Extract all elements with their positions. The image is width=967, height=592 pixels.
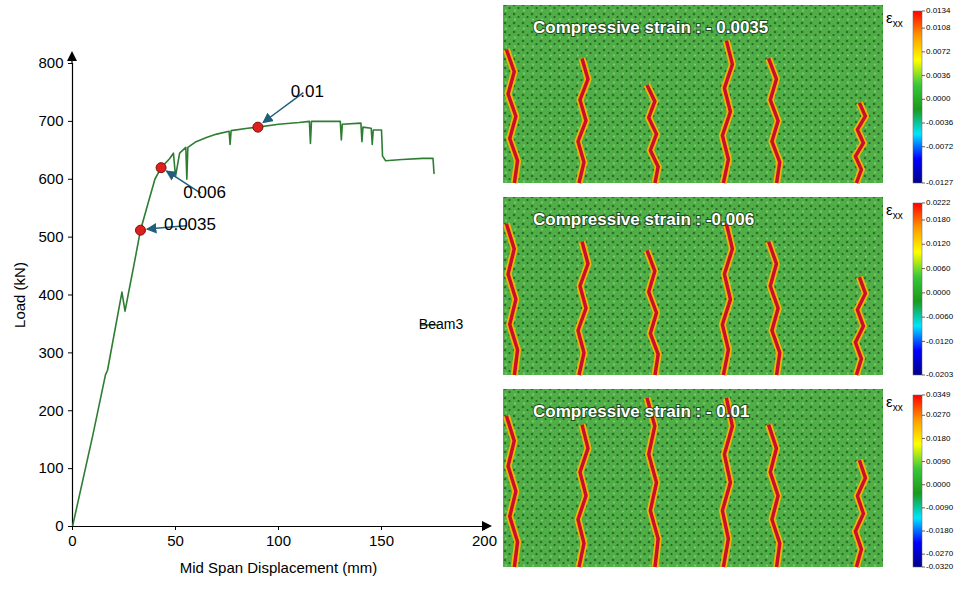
svg-text:0.0072: 0.0072 bbox=[926, 47, 951, 56]
svg-text:0: 0 bbox=[55, 517, 63, 534]
svg-text:-0.0090: -0.0090 bbox=[926, 503, 954, 512]
svg-text:0.0060: 0.0060 bbox=[926, 264, 951, 273]
svg-text:Compressive strain : - 0.0035: Compressive strain : - 0.0035 bbox=[533, 18, 768, 37]
svg-text:0.01: 0.01 bbox=[291, 82, 324, 101]
svg-text:Beam3: Beam3 bbox=[419, 316, 464, 332]
svg-text:0.0108: 0.0108 bbox=[926, 23, 951, 32]
svg-text:150: 150 bbox=[369, 532, 394, 549]
svg-text:0.0120: 0.0120 bbox=[926, 239, 951, 248]
svg-text:100: 100 bbox=[266, 532, 291, 549]
svg-text:200: 200 bbox=[38, 402, 63, 419]
svg-text:-0.0180: -0.0180 bbox=[926, 526, 954, 535]
svg-text:0.0180: 0.0180 bbox=[926, 215, 951, 224]
svg-text:600: 600 bbox=[38, 170, 63, 187]
svg-text:300: 300 bbox=[38, 344, 63, 361]
svg-text:Mid Span Displacement (mm): Mid Span Displacement (mm) bbox=[180, 559, 378, 576]
svg-text:0.0270: 0.0270 bbox=[926, 410, 951, 419]
svg-text:Compressive strain : -0.006: Compressive strain : -0.006 bbox=[533, 210, 754, 229]
svg-text:0.0180: 0.0180 bbox=[926, 434, 951, 443]
svg-text:εxx: εxx bbox=[886, 393, 903, 413]
svg-text:50: 50 bbox=[167, 532, 184, 549]
svg-text:-0.0320: -0.0320 bbox=[926, 562, 954, 571]
svg-text:0: 0 bbox=[68, 532, 76, 549]
svg-text:400: 400 bbox=[38, 286, 63, 303]
svg-text:800: 800 bbox=[38, 54, 63, 71]
svg-text:0.0349: 0.0349 bbox=[926, 390, 951, 399]
svg-text:0.0000: 0.0000 bbox=[926, 480, 951, 489]
svg-text:0.0036: 0.0036 bbox=[926, 71, 951, 80]
svg-text:εxx: εxx bbox=[886, 9, 903, 29]
svg-text:0.0000: 0.0000 bbox=[926, 94, 951, 103]
svg-text:-0.0270: -0.0270 bbox=[926, 549, 954, 558]
svg-text:0.0222: 0.0222 bbox=[926, 198, 951, 207]
svg-text:-0.0120: -0.0120 bbox=[926, 337, 954, 346]
svg-text:100: 100 bbox=[38, 459, 63, 476]
svg-text:Load (kN): Load (kN) bbox=[11, 262, 28, 328]
svg-text:200: 200 bbox=[472, 532, 497, 549]
svg-text:700: 700 bbox=[38, 112, 63, 129]
svg-text:-0.0072: -0.0072 bbox=[926, 142, 954, 151]
svg-text:-0.0127: -0.0127 bbox=[926, 178, 954, 187]
svg-text:Compressive strain : - 0.01: Compressive strain : - 0.01 bbox=[533, 402, 749, 421]
svg-text:-0.0203: -0.0203 bbox=[926, 370, 954, 379]
svg-text:-0.0060: -0.0060 bbox=[926, 312, 954, 321]
svg-text:500: 500 bbox=[38, 228, 63, 245]
svg-text:0.006: 0.006 bbox=[183, 183, 226, 202]
svg-text:0.0035: 0.0035 bbox=[164, 215, 216, 234]
svg-text:εxx: εxx bbox=[886, 201, 903, 221]
svg-text:0.0134: 0.0134 bbox=[926, 6, 951, 15]
svg-text:0.0090: 0.0090 bbox=[926, 457, 951, 466]
svg-text:-0.0036: -0.0036 bbox=[926, 118, 954, 127]
svg-text:0.0000: 0.0000 bbox=[926, 288, 951, 297]
